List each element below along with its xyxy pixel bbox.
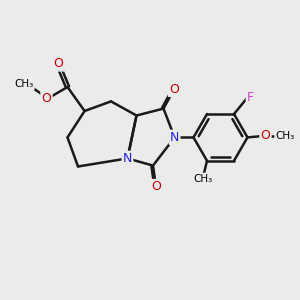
Text: CH₃: CH₃ xyxy=(194,174,213,184)
Text: O: O xyxy=(261,129,270,142)
Text: CH₃: CH₃ xyxy=(14,79,34,89)
Text: CH₃: CH₃ xyxy=(275,131,295,141)
Text: N: N xyxy=(170,131,179,144)
Text: N: N xyxy=(123,152,132,165)
Text: F: F xyxy=(247,91,254,104)
Text: O: O xyxy=(169,83,179,96)
Text: O: O xyxy=(42,92,51,105)
Text: O: O xyxy=(151,180,161,193)
Text: O: O xyxy=(54,57,63,70)
